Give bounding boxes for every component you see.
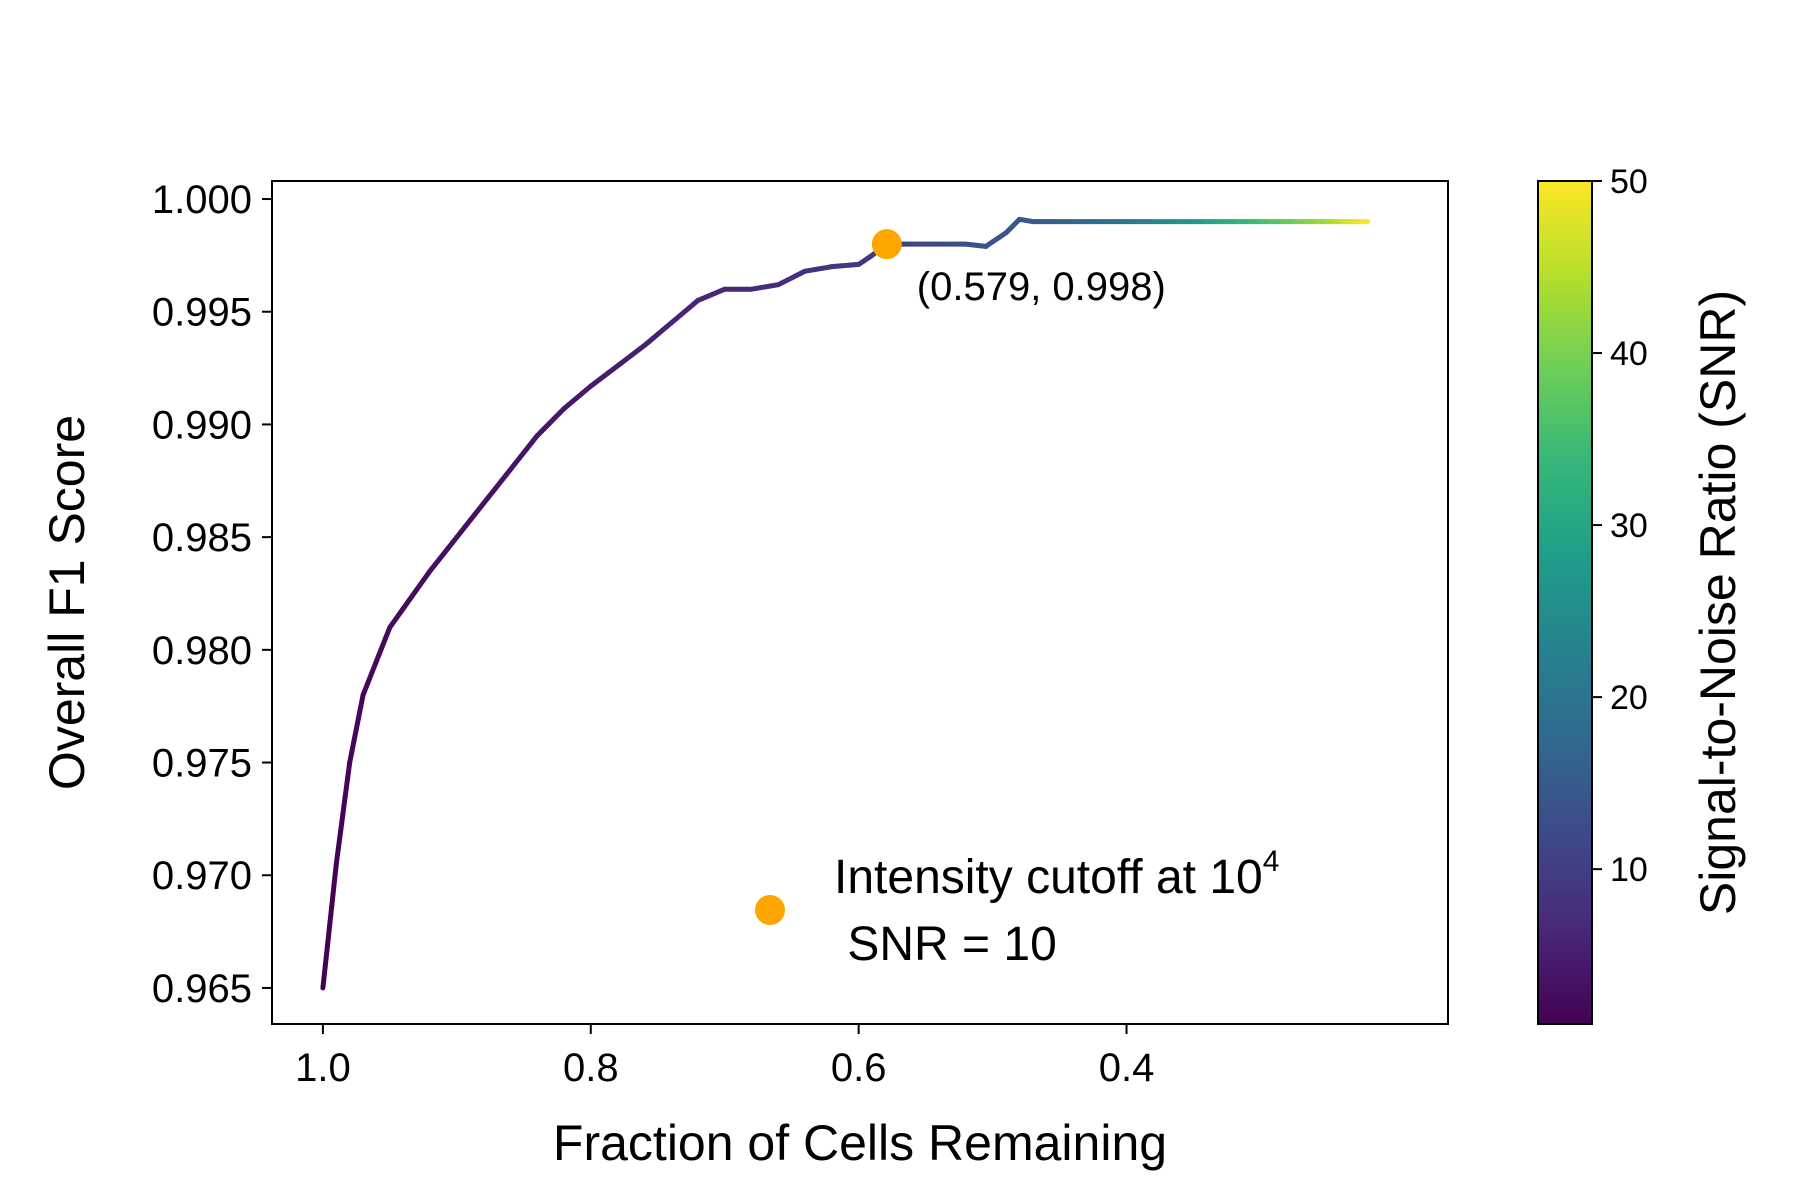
series-segment bbox=[327, 902, 335, 929]
y-tick-label: 0.980 bbox=[152, 629, 252, 673]
series-segment bbox=[324, 923, 333, 950]
y-tick-label: 1.000 bbox=[152, 178, 252, 222]
y-tick-label: 0.965 bbox=[152, 967, 252, 1011]
legend-label-base: 10 bbox=[1209, 851, 1262, 904]
colorbar: 10 20 30 40 50 Signal-to-Noise Ratio (SNR) bbox=[1537, 163, 1746, 1025]
series-segment bbox=[320, 964, 328, 991]
legend-label-line2: SNR = 10 bbox=[834, 918, 1057, 971]
series-segment bbox=[331, 861, 339, 888]
colorbar-tick-label: 30 bbox=[1610, 507, 1648, 545]
legend: Intensity cutoff at 104 SNR = 10 bbox=[755, 845, 1279, 971]
x-tick-label: 0.8 bbox=[563, 1046, 619, 1090]
legend-label-exponent: 4 bbox=[1263, 845, 1280, 878]
y-tick-label: 0.970 bbox=[152, 854, 252, 898]
series-segment bbox=[329, 882, 337, 908]
highlight-point bbox=[871, 229, 902, 260]
x-tick-label: 0.4 bbox=[1099, 1046, 1155, 1090]
y-tick-label: 0.985 bbox=[152, 516, 252, 560]
plot-frame bbox=[271, 180, 1449, 1025]
y-tick-label: 0.975 bbox=[152, 742, 252, 786]
series-segment bbox=[322, 944, 330, 970]
y-tick-label: 0.995 bbox=[152, 291, 252, 335]
legend-marker bbox=[755, 895, 785, 925]
series-segment bbox=[336, 827, 344, 850]
x-axis: 1.0 0.8 0.6 0.4 bbox=[295, 1024, 1154, 1090]
colorbar-ticks: 10 20 30 40 50 bbox=[1592, 163, 1648, 889]
legend-label-line1: Intensity cutoff at 104 bbox=[834, 845, 1279, 904]
y-axis: 0.965 0.970 0.975 0.980 0.985 0.990 0.995 1.000 bbox=[152, 178, 272, 1011]
series-segment bbox=[344, 760, 353, 782]
x-axis-label: Fraction of Cells Remaining bbox=[553, 1115, 1167, 1171]
colorbar-label: Signal-to-Noise Ratio (SNR) bbox=[1690, 290, 1746, 915]
point-annotation: (0.579, 0.998) bbox=[917, 265, 1166, 309]
colorbar-tick-label: 10 bbox=[1610, 851, 1648, 889]
y-axis-label: Overall F1 Score bbox=[39, 415, 95, 790]
x-tick-label: 0.6 bbox=[831, 1046, 887, 1090]
series-segment bbox=[340, 793, 348, 816]
series-segment bbox=[333, 844, 342, 867]
plot-area: (0.579, 0.998) 1.0 0.8 0.6 0.4 0.9650.9700.… bbox=[152, 178, 1449, 1090]
colorbar-bar bbox=[1537, 180, 1593, 1025]
y-tick-label: 0.990 bbox=[152, 403, 252, 447]
series-segment bbox=[342, 776, 350, 799]
x-tick-label: 1.0 bbox=[295, 1046, 351, 1090]
colorbar-tick-label: 20 bbox=[1610, 679, 1648, 717]
legend-label-prefix: Intensity cutoff at bbox=[834, 851, 1209, 904]
colorbar-tick-label: 50 bbox=[1610, 163, 1648, 201]
series-segment bbox=[338, 810, 346, 833]
colorbar-tick-label: 40 bbox=[1610, 335, 1648, 373]
